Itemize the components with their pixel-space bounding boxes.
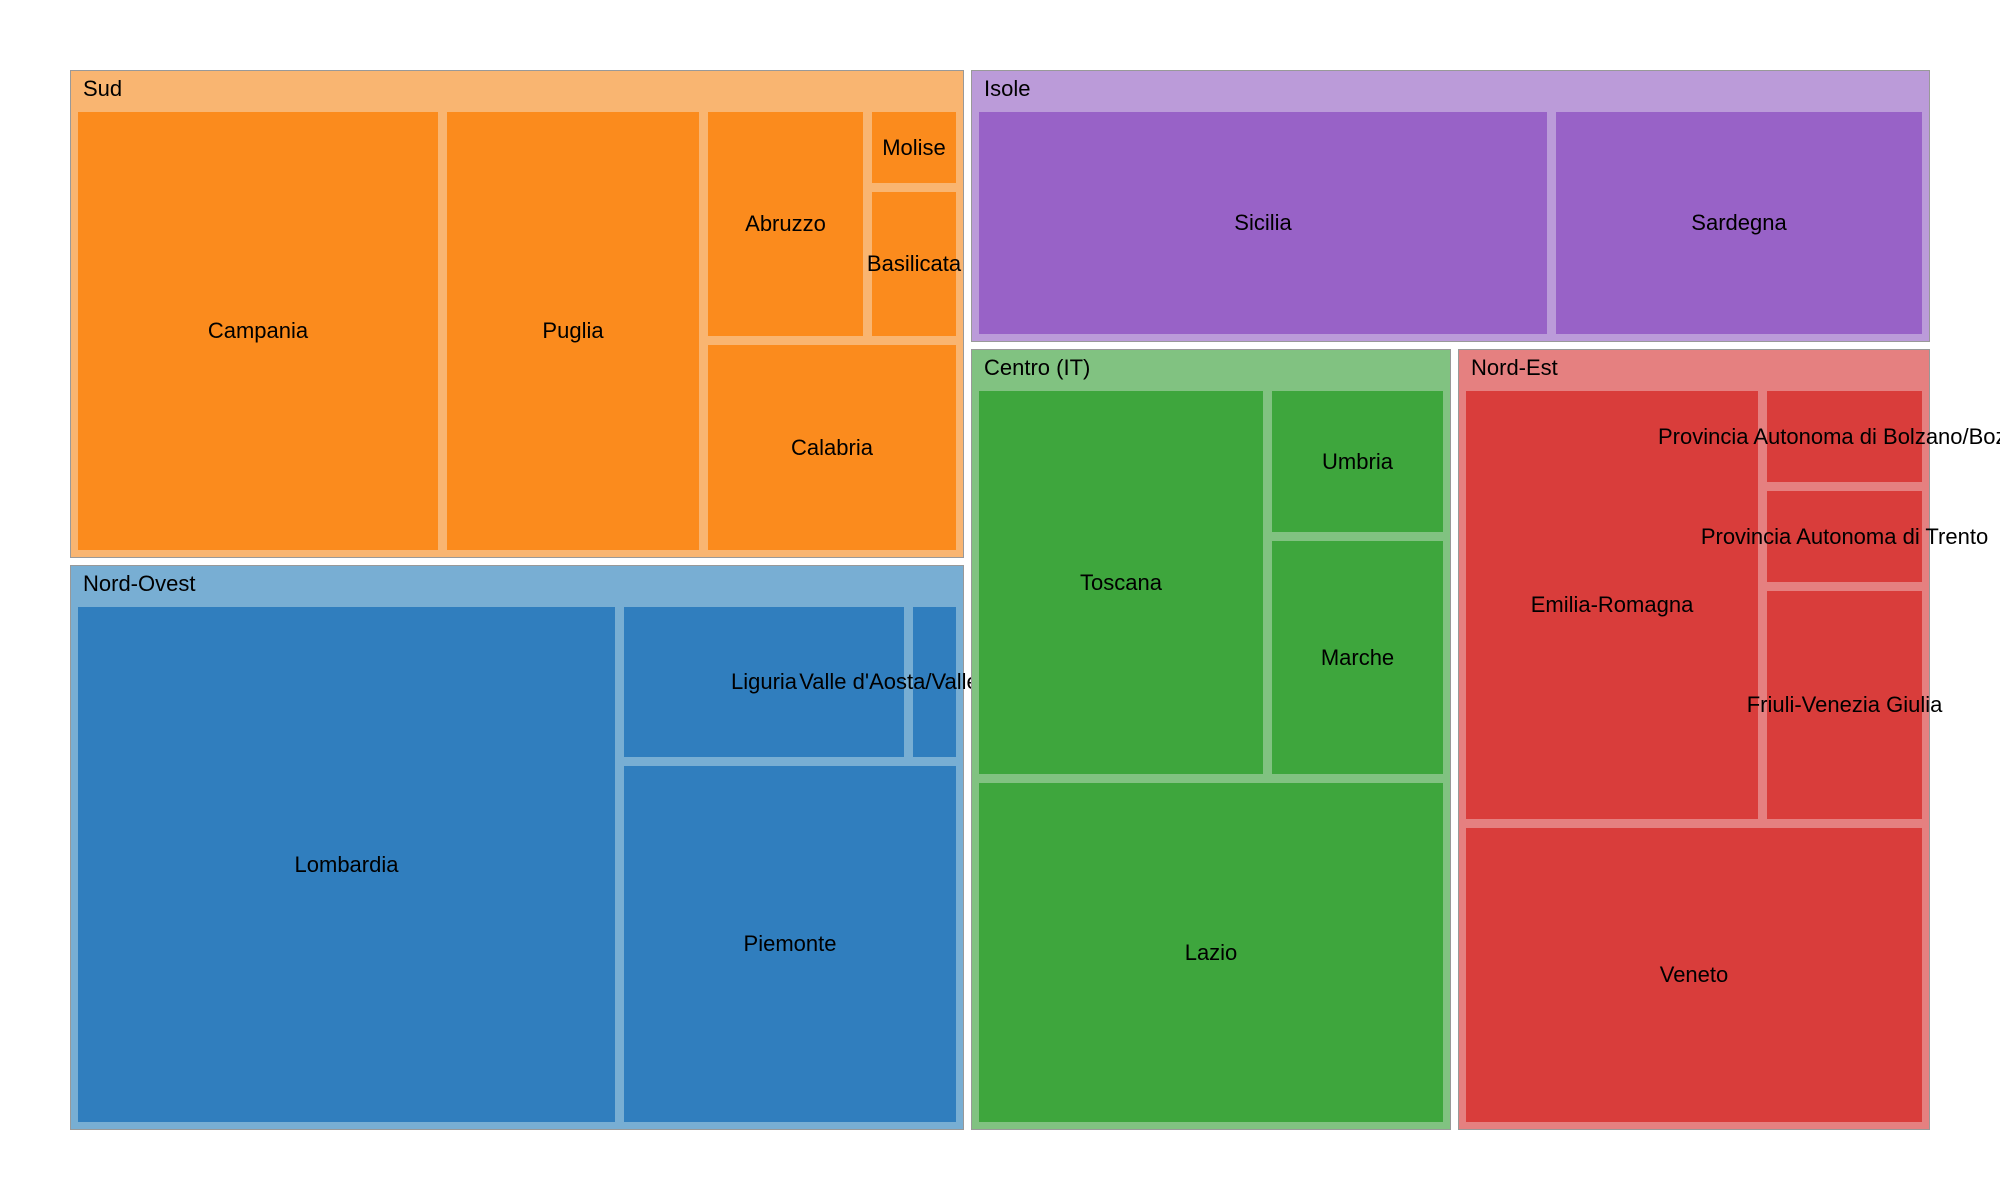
- treemap-leaf-molise[interactable]: Molise: [870, 110, 958, 185]
- treemap-leaf-campania[interactable]: Campania: [76, 110, 440, 552]
- treemap-leaf-label: Campania: [208, 318, 308, 344]
- treemap-leaf-piemonte[interactable]: Piemonte: [622, 764, 958, 1124]
- treemap-leaf-puglia[interactable]: Puglia: [445, 110, 701, 552]
- treemap-leaf-label: Piemonte: [744, 931, 837, 957]
- treemap-leaf-label: Abruzzo: [745, 211, 826, 237]
- treemap-leaf-label: Lombardia: [295, 852, 399, 878]
- treemap-leaf-label: Emilia-Romagna: [1531, 592, 1694, 618]
- treemap-leaf-sicilia[interactable]: Sicilia: [977, 110, 1549, 336]
- treemap-leaf-sardegna[interactable]: Sardegna: [1554, 110, 1924, 336]
- treemap-group-label: Nord-Est: [1459, 350, 1929, 386]
- treemap-leaf-label: Molise: [882, 135, 946, 161]
- treemap-leaf-label: Puglia: [542, 318, 603, 344]
- treemap-leaf-label: Veneto: [1660, 962, 1729, 988]
- treemap-leaf-bolzano[interactable]: Provincia Autonoma di Bolzano/Bozen: [1765, 389, 1924, 484]
- treemap-leaf-lazio[interactable]: Lazio: [977, 781, 1445, 1124]
- treemap-leaf-abruzzo[interactable]: Abruzzo: [706, 110, 865, 338]
- treemap-chart: Sud Campania Puglia Abruzzo Molise Basilicata…: [0, 0, 2000, 1200]
- treemap-leaf-label: Marche: [1321, 645, 1394, 671]
- treemap-group-label: Centro (IT): [972, 350, 1450, 386]
- treemap-leaf-trento[interactable]: Provincia Autonoma di Trento: [1765, 489, 1924, 584]
- treemap-leaf-label: Liguria: [731, 669, 797, 695]
- treemap-leaf-label: Toscana: [1080, 570, 1162, 596]
- treemap-leaf-basilicata[interactable]: Basilicata: [870, 190, 958, 338]
- treemap-leaf-label: Sardegna: [1691, 210, 1786, 236]
- treemap-group-label: Isole: [972, 71, 1929, 107]
- treemap-leaf-label: Sicilia: [1234, 210, 1291, 236]
- treemap-leaf-label: Basilicata: [867, 251, 961, 277]
- treemap-group-label: Sud: [71, 71, 963, 107]
- treemap-leaf-lombardia[interactable]: Lombardia: [76, 605, 617, 1124]
- treemap-leaf-valledaosta[interactable]: Valle d'Aosta/Vallée d'Aoste: [911, 605, 958, 759]
- treemap-leaf-umbria[interactable]: Umbria: [1270, 389, 1445, 534]
- treemap-leaf-label: Calabria: [791, 435, 873, 461]
- treemap-leaf-marche[interactable]: Marche: [1270, 539, 1445, 776]
- treemap-leaf-emilia[interactable]: Emilia-Romagna: [1464, 389, 1760, 821]
- treemap-group-label: Nord-Ovest: [71, 566, 963, 602]
- treemap-leaf-label: Umbria: [1322, 449, 1393, 475]
- treemap-leaf-friuli[interactable]: Friuli-Venezia Giulia: [1765, 589, 1924, 821]
- treemap-leaf-label: Lazio: [1185, 940, 1238, 966]
- treemap-leaf-veneto[interactable]: Veneto: [1464, 826, 1924, 1124]
- treemap-leaf-calabria[interactable]: Calabria: [706, 343, 958, 552]
- treemap-leaf-liguria[interactable]: Liguria: [622, 605, 906, 759]
- treemap-leaf-toscana[interactable]: Toscana: [977, 389, 1265, 776]
- treemap-leaf-label: Friuli-Venezia Giulia: [1747, 692, 1943, 718]
